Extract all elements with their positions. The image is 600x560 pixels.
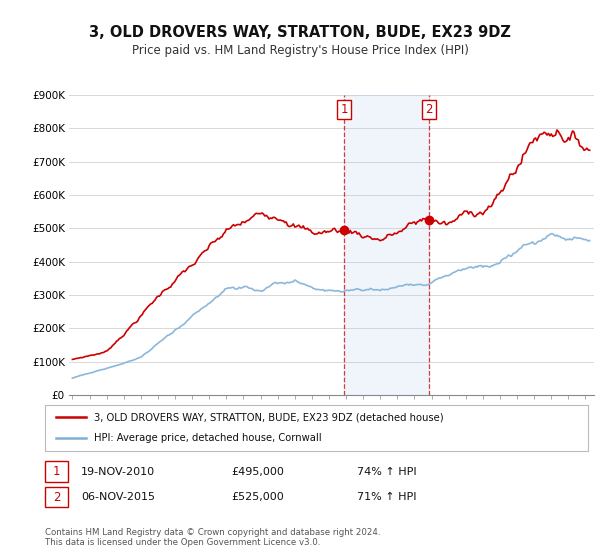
Text: 19-NOV-2010: 19-NOV-2010 (81, 466, 155, 477)
Text: 2: 2 (425, 102, 433, 116)
Text: 3, OLD DROVERS WAY, STRATTON, BUDE, EX23 9DZ (detached house): 3, OLD DROVERS WAY, STRATTON, BUDE, EX23… (94, 412, 443, 422)
Text: 71% ↑ HPI: 71% ↑ HPI (357, 492, 416, 502)
Text: 1: 1 (340, 102, 348, 116)
Bar (344, 95, 429, 395)
Text: 3, OLD DROVERS WAY, STRATTON, BUDE, EX23 9DZ: 3, OLD DROVERS WAY, STRATTON, BUDE, EX23… (89, 25, 511, 40)
Text: Contains HM Land Registry data © Crown copyright and database right 2024.
This d: Contains HM Land Registry data © Crown c… (45, 528, 380, 547)
Text: 06-NOV-2015: 06-NOV-2015 (81, 492, 155, 502)
Text: Price paid vs. HM Land Registry's House Price Index (HPI): Price paid vs. HM Land Registry's House … (131, 44, 469, 57)
Text: HPI: Average price, detached house, Cornwall: HPI: Average price, detached house, Corn… (94, 433, 322, 444)
Text: £495,000: £495,000 (231, 466, 284, 477)
Text: 2: 2 (53, 491, 60, 504)
Text: £525,000: £525,000 (231, 492, 284, 502)
Text: 1: 1 (53, 465, 60, 478)
Text: 74% ↑ HPI: 74% ↑ HPI (357, 466, 416, 477)
